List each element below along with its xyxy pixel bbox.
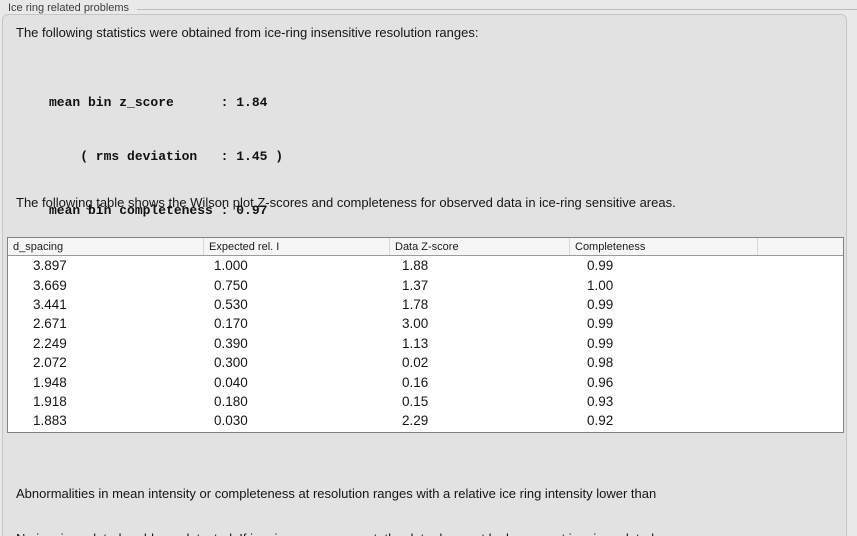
table-cell: 0.16 bbox=[402, 374, 429, 390]
table-cell: 0.170 bbox=[214, 316, 248, 332]
table-cell: 3.669 bbox=[33, 277, 67, 293]
table-cell: 0.92 bbox=[587, 413, 614, 429]
table-cell: 2.249 bbox=[33, 335, 67, 351]
conclusion-text: No ice ring related problems detected. I… bbox=[16, 493, 654, 536]
table-cell: 2.29 bbox=[402, 413, 429, 429]
table-cell: 0.99 bbox=[587, 335, 614, 351]
table-cell: 0.99 bbox=[587, 258, 614, 274]
table-cell: 0.390 bbox=[214, 335, 248, 351]
table-cell: 0.02 bbox=[402, 355, 429, 371]
groupbox-label: Ice ring related problems bbox=[8, 2, 130, 14]
table-row[interactable]: 2.249 0.390 1.13 0.99 bbox=[8, 333, 843, 353]
table-cell: 1.948 bbox=[33, 374, 67, 390]
table-cell: 0.530 bbox=[214, 296, 248, 312]
table-cell: 3.897 bbox=[33, 258, 67, 274]
table-cell: 1.883 bbox=[33, 413, 67, 429]
table-cell: 0.93 bbox=[587, 393, 614, 409]
table-row[interactable]: 1.918 0.180 0.15 0.93 bbox=[8, 391, 843, 412]
stat-line-zscore: mean bin z_score : 1.84 bbox=[49, 95, 268, 110]
table-cell: 1.00 bbox=[587, 277, 614, 293]
table-cell: 0.99 bbox=[587, 296, 614, 312]
table-cell: 1.13 bbox=[402, 335, 429, 351]
table-row[interactable]: 3.441 0.530 1.78 0.99 bbox=[8, 294, 843, 315]
column-header-completeness[interactable]: Completeness bbox=[570, 238, 758, 255]
stat-line-zscore-rms: ( rms deviation : 1.45 ) bbox=[49, 149, 284, 164]
table-row[interactable]: 3.897 1.000 1.88 0.99 bbox=[8, 256, 843, 276]
table-cell: 3.00 bbox=[402, 316, 429, 332]
table-row[interactable]: 2.072 0.300 0.02 0.98 bbox=[8, 352, 843, 373]
table-cell: 0.040 bbox=[214, 374, 248, 390]
table-row[interactable]: 3.669 0.750 1.37 1.00 bbox=[8, 275, 843, 295]
table-cell: 1.88 bbox=[402, 258, 429, 274]
column-header-empty[interactable] bbox=[758, 238, 843, 255]
ice-ring-panel: The following statistics were obtained f… bbox=[2, 14, 847, 536]
table-row[interactable]: 1.948 0.040 0.16 0.96 bbox=[8, 372, 843, 392]
table-cell: 0.180 bbox=[214, 393, 248, 409]
conclusion-line: No ice ring related problems detected. I… bbox=[16, 530, 654, 536]
table-cell: 0.15 bbox=[402, 393, 429, 409]
ignore-note-line: Abnormalities in mean intensity or compl… bbox=[16, 486, 657, 501]
stat-line-completeness: mean bin completeness : 0.97 bbox=[49, 203, 268, 218]
table-body: 3.897 1.000 1.88 0.99 3.669 0.750 1.37 1.00 3.44… bbox=[8, 256, 843, 431]
table-cell: 2.671 bbox=[33, 316, 67, 332]
table-cell: 3.441 bbox=[33, 296, 67, 312]
table-row[interactable]: 1.883 0.030 2.29 0.92 bbox=[8, 411, 843, 431]
description-line: The following table shows the Wilson plo… bbox=[16, 195, 676, 210]
table-cell: 0.300 bbox=[214, 355, 248, 371]
intro-text: The following statistics were obtained f… bbox=[16, 25, 479, 40]
table-cell: 0.030 bbox=[214, 413, 248, 429]
table-cell: 1.78 bbox=[402, 296, 429, 312]
table-cell: 0.96 bbox=[587, 374, 614, 390]
groupbox-border-line bbox=[137, 9, 857, 10]
column-header-data-z-score[interactable]: Data Z-score bbox=[390, 238, 570, 255]
table-cell: 1.918 bbox=[33, 393, 67, 409]
table-row[interactable]: 2.671 0.170 3.00 0.99 bbox=[8, 314, 843, 334]
table-cell: 2.072 bbox=[33, 355, 67, 371]
table-cell: 0.99 bbox=[587, 316, 614, 332]
table-cell: 0.750 bbox=[214, 277, 248, 293]
ignore-note: Abnormalities in mean intensity or compl… bbox=[16, 448, 656, 536]
column-header-d-spacing[interactable]: d_spacing bbox=[8, 238, 204, 255]
table-cell: 0.98 bbox=[587, 355, 614, 371]
table-header-row: d_spacing Expected rel. I Data Z-score C… bbox=[8, 238, 843, 256]
table-cell: 1.000 bbox=[214, 258, 248, 274]
ice-ring-table[interactable]: d_spacing Expected rel. I Data Z-score C… bbox=[7, 237, 844, 433]
table-cell: 1.37 bbox=[402, 277, 429, 293]
column-header-expected-rel-i[interactable]: Expected rel. I bbox=[204, 238, 390, 255]
